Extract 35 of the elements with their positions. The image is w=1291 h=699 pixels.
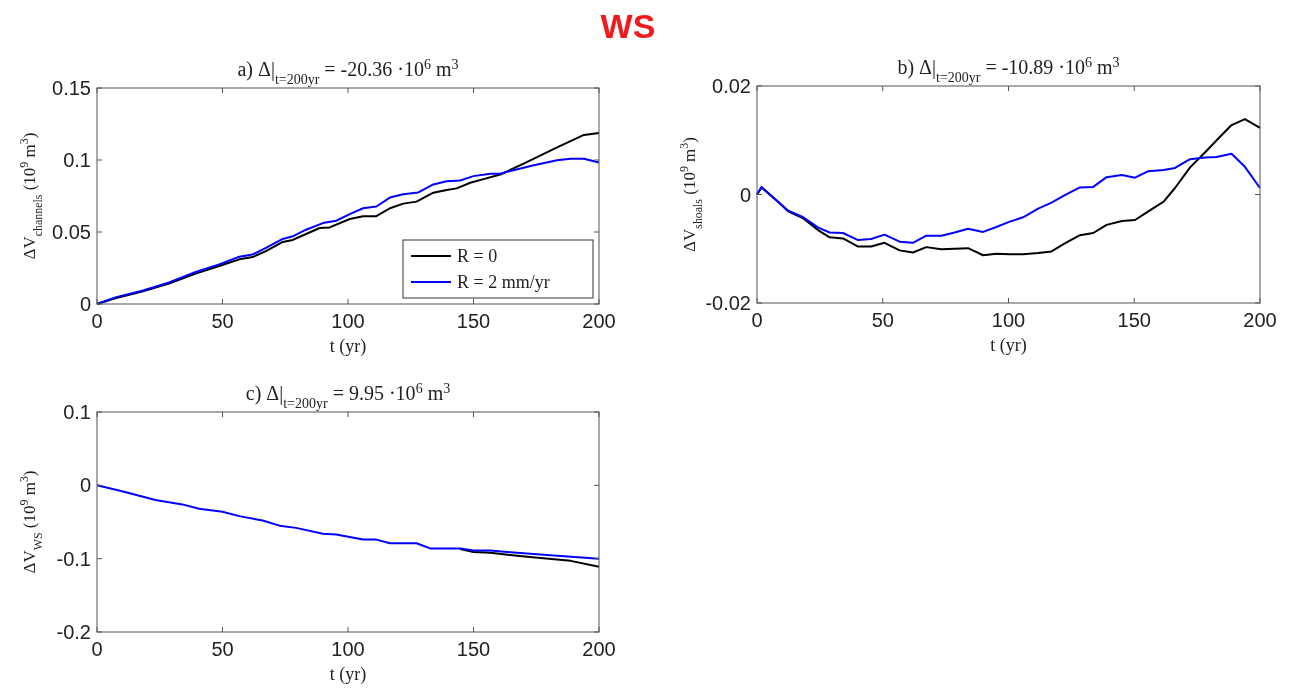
- x-tick-label: 50: [211, 638, 234, 660]
- x-tick-label: 150: [456, 310, 491, 332]
- legend-label: R = 0: [457, 246, 498, 266]
- y-tick-label: 0.05: [52, 221, 91, 243]
- y-tick-label: 0: [79, 474, 91, 497]
- y-tick-label: 0.15: [52, 77, 91, 99]
- y-tick-label: -0.02: [705, 292, 751, 314]
- y-tick-label: 0.1: [63, 401, 91, 423]
- x-tick-label: 50: [871, 309, 894, 331]
- x-tick-label: 150: [456, 638, 491, 660]
- line-series: [96, 484, 600, 560]
- x-tick-label: 200: [582, 310, 616, 332]
- chart-title: c) Δ|$_{t=200yr}$ = 9.95 ·10$^{6}$ m$^{3}$: [245, 380, 451, 411]
- x-axis-title: t (yr): [990, 335, 1027, 356]
- y-tick-label: 0: [739, 183, 751, 206]
- y-tick-label: -0.1: [56, 547, 91, 570]
- y-tick-label: 0.1: [63, 149, 91, 171]
- legend-label: R = 2 mm/yr: [457, 272, 550, 292]
- text: WS: [600, 7, 656, 45]
- y-tick-label: 0.02: [712, 75, 751, 97]
- x-tick-label: 200: [582, 638, 616, 660]
- x-tick-label: 100: [991, 309, 1026, 331]
- x-tick-label: 50: [211, 310, 234, 332]
- x-tick-label: 200: [1243, 309, 1277, 331]
- line-series: [459, 548, 600, 568]
- x-tick-label: 100: [331, 638, 365, 660]
- x-tick-label: 150: [1117, 309, 1151, 331]
- line-series: [756, 152, 1261, 244]
- chart-title: a) Δ|$_{t=200yr}$ = -20.36 ·10$^{6}$ m$^{3}$: [237, 56, 459, 87]
- x-axis-title: t (yr): [329, 336, 367, 357]
- y-tick-label: -0.2: [56, 621, 91, 643]
- x-tick-label: 100: [331, 310, 365, 332]
- chart-title: b) Δ|$_{t=200yr}$ = -10.89 ·10$^{6}$ m$^{3}$: [897, 54, 1120, 85]
- y-tick-label: 0: [79, 293, 91, 315]
- x-axis-title: t (yr): [329, 664, 367, 685]
